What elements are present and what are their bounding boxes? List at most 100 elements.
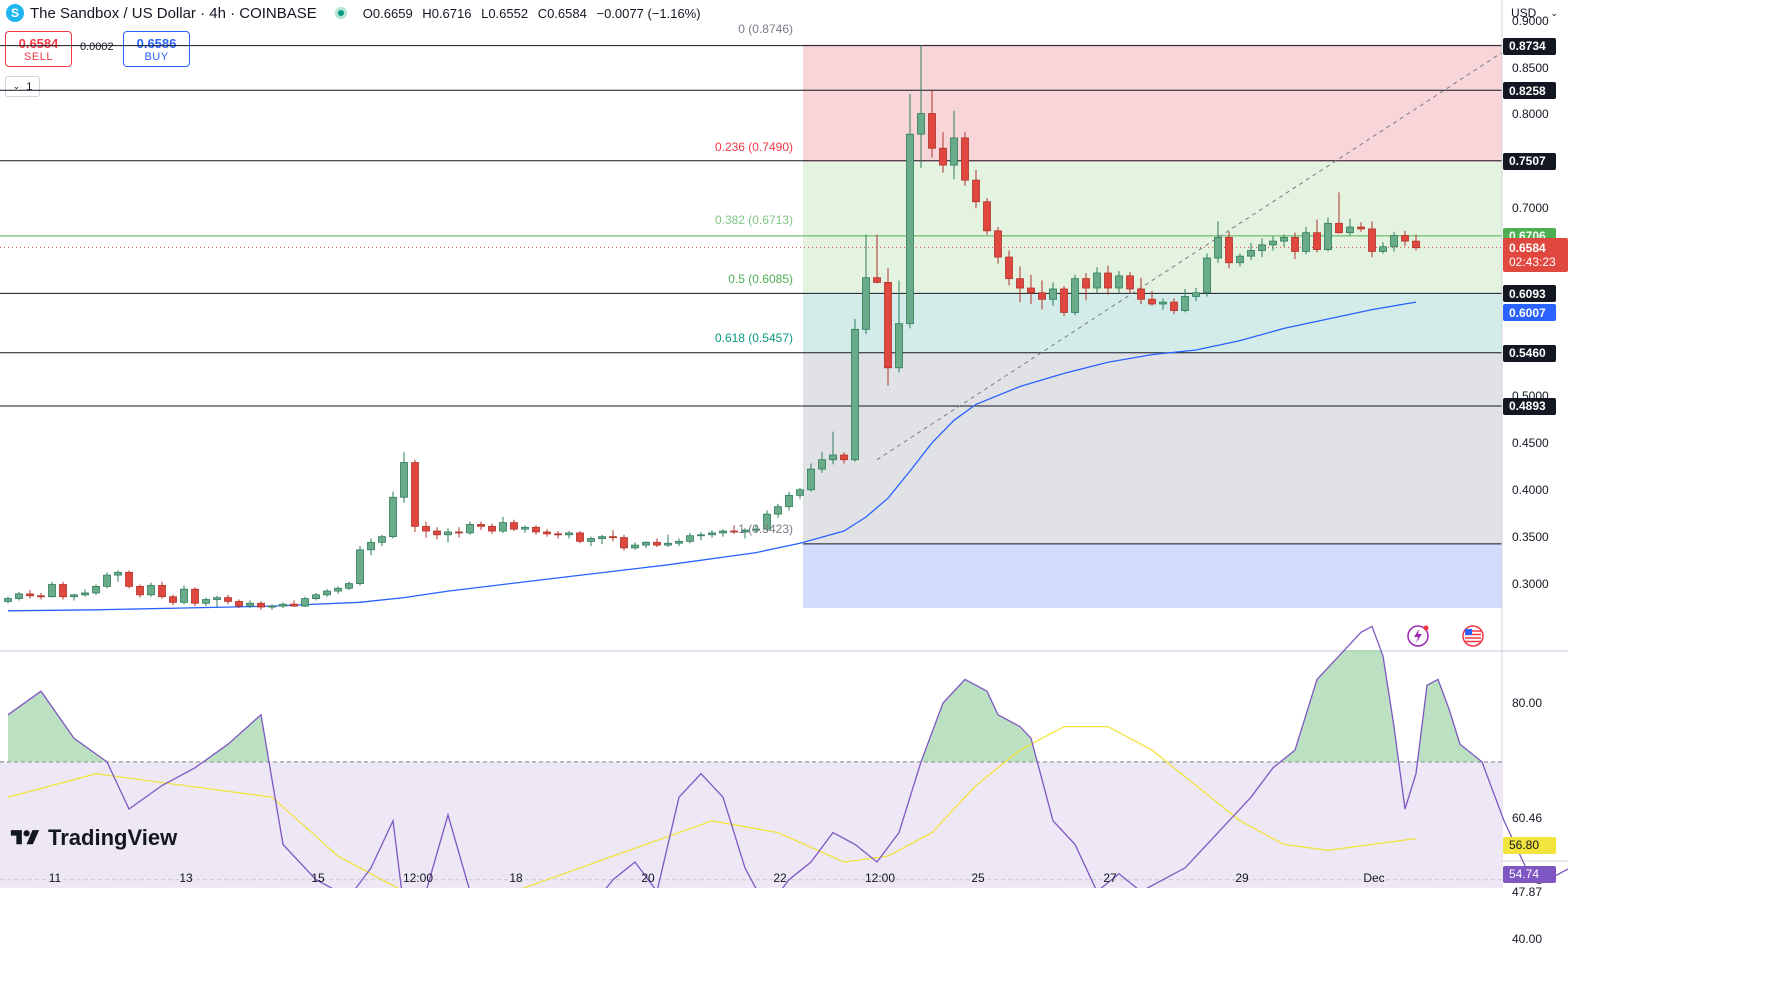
candle-body [785, 494, 793, 508]
candle-body [609, 536, 617, 539]
candle-body [400, 462, 408, 498]
price-tick-label: 0.9000 [1512, 13, 1549, 28]
collapse-indicators-button[interactable]: ⌄ 1 [5, 76, 40, 97]
candle-body [972, 179, 980, 203]
candle-body [796, 489, 804, 496]
rsi-value-tag: 54.74 [1503, 865, 1556, 883]
candle-body [345, 583, 353, 589]
candle-body [312, 594, 320, 599]
candle-body [180, 588, 188, 603]
candle-body [389, 496, 397, 538]
candle-body [917, 113, 925, 135]
candle-body [620, 537, 628, 549]
candle-body [576, 532, 584, 542]
candle-body [664, 542, 672, 546]
candle-body [279, 603, 287, 607]
candle-body [433, 530, 441, 536]
candle-body [818, 459, 826, 470]
fib-label-4: 0.618 (0.5457) [714, 331, 793, 346]
candle-body [983, 201, 991, 232]
candle-body [1093, 272, 1101, 289]
candle-body [1104, 272, 1112, 289]
candle-body [334, 587, 342, 592]
price-chart[interactable] [0, 0, 1568, 888]
rsi-tick-label: 80.00 [1512, 696, 1543, 710]
candle-body [1192, 292, 1200, 297]
chevron-down-icon: ⌄ [1550, 7, 1558, 18]
rsi-band [0, 761, 1502, 888]
candle-body [1412, 240, 1420, 249]
fib-label-2: 0.382 (0.6713) [714, 213, 793, 228]
candle-body [499, 522, 507, 532]
price-level-tag: 0.8734 [1503, 37, 1556, 55]
candle-body [37, 595, 45, 598]
candle-body [1126, 275, 1134, 290]
tradingview-watermark: TradingView [8, 825, 177, 851]
fib-zone-4 [803, 353, 1502, 544]
candle-body [774, 506, 782, 515]
candle-body [598, 536, 606, 539]
candle-body [4, 598, 12, 602]
spread-value: 0.0002 [80, 41, 114, 53]
price-level-tag: 0.4893 [1503, 397, 1556, 415]
candle-body [301, 598, 309, 607]
candle-body [763, 513, 771, 530]
candle-body [323, 590, 331, 596]
bar-countdown: 02:43:23 [1509, 255, 1556, 270]
time-tick-label: 25 [971, 871, 985, 885]
candle-body [378, 536, 386, 543]
candle-body [939, 147, 947, 166]
candle-body [1346, 226, 1354, 234]
price-level-tag: 0.5460 [1503, 344, 1556, 362]
symbol-title[interactable]: The Sandbox / US Dollar · 4h · COINBASE [30, 4, 317, 22]
price-level-tag: 0.8258 [1503, 82, 1556, 100]
sandbox-logo-icon: S [6, 4, 24, 22]
time-tick-label: 22 [773, 871, 787, 885]
candle-body [554, 533, 562, 536]
currency-selector[interactable]: USD ⌄ [1511, 6, 1558, 20]
price-tick-label: 0.7000 [1512, 201, 1549, 216]
price-tick-label: 0.4500 [1512, 435, 1549, 450]
candle-body [1379, 246, 1387, 252]
candle-body [1324, 222, 1332, 250]
candle-body [1357, 226, 1365, 230]
candle-body [70, 594, 78, 598]
candle-body [158, 585, 166, 598]
candle-body [1214, 236, 1222, 259]
candle-body [873, 277, 881, 283]
time-tick-label: 12:00 [864, 871, 896, 885]
candle-body [906, 133, 914, 325]
fib-label-5: 1 (0.3423) [738, 521, 793, 536]
candle-body [1137, 288, 1145, 300]
price-tick-label: 0.3000 [1512, 576, 1549, 591]
time-tick-label: 11 [48, 871, 62, 885]
sell-button[interactable]: 0.6584 SELL [5, 31, 72, 67]
candle-body [653, 541, 661, 546]
chevron-down-icon: ⌄ [12, 81, 21, 91]
candle-body [928, 113, 936, 149]
rsi-tick-label: 60.46 [1512, 811, 1543, 826]
ohlc-readout: O0.6659 H0.6716 L0.6552 C0.6584 −0.0077 … [362, 5, 701, 21]
candle-body [202, 599, 210, 604]
candle-body [895, 323, 903, 369]
candle-body [950, 137, 958, 166]
us-flag-icon [1462, 625, 1484, 647]
candle-body [752, 528, 760, 531]
price-level-tag: 0.7507 [1503, 152, 1556, 170]
time-tick-label: 29 [1235, 871, 1249, 885]
price-tick-label: 0.8000 [1512, 107, 1549, 122]
candles-group [4, 45, 1420, 610]
candle-body [477, 524, 485, 527]
last-price-value: 0.6584 [1509, 241, 1546, 256]
price-tick-label: 0.4000 [1512, 482, 1549, 497]
candle-body [290, 603, 298, 607]
candle-body [994, 230, 1002, 258]
price-tick-label: 0.3500 [1512, 529, 1549, 544]
candle-body [1247, 250, 1255, 257]
candle-body [631, 544, 639, 549]
candle-body [840, 454, 848, 461]
candle-body [81, 592, 89, 596]
time-tick-label: 13 [179, 871, 193, 885]
candle-body [1027, 287, 1035, 294]
buy-button[interactable]: 0.6586 BUY [123, 31, 190, 67]
